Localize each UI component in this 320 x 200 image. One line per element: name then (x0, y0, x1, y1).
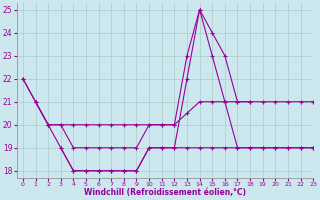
X-axis label: Windchill (Refroidissement éolien,°C): Windchill (Refroidissement éolien,°C) (84, 188, 246, 197)
